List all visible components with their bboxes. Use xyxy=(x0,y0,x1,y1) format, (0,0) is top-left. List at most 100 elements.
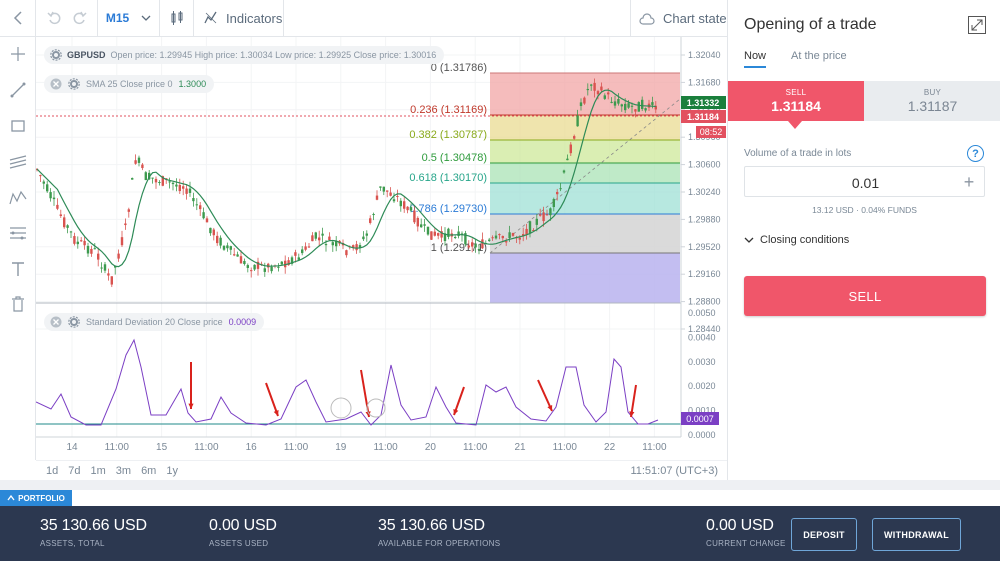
range-6m[interactable]: 6m xyxy=(141,464,157,477)
candle-body xyxy=(586,88,589,91)
available-funds: 35 130.66 USD AVAILABLE FOR OPERATIONS xyxy=(378,517,500,548)
withdrawal-button[interactable]: WITHDRAWAL xyxy=(872,518,961,551)
portfolio-tab[interactable]: PORTFOLIO xyxy=(0,490,72,506)
text-tool[interactable] xyxy=(7,258,29,280)
gear-icon[interactable] xyxy=(68,316,80,328)
candle-body xyxy=(528,221,532,233)
range-7d[interactable]: 7d xyxy=(68,464,81,477)
candle-body xyxy=(508,232,511,239)
tab-at-the-price[interactable]: At the price xyxy=(791,50,847,62)
candle-body xyxy=(270,266,273,272)
chevron-down-icon xyxy=(744,237,754,243)
buy-quote[interactable]: BUY 1.31187 xyxy=(864,81,1000,121)
price-legend: GBPUSD Open price: 1.29945 High price: 1… xyxy=(44,46,445,64)
candle-body xyxy=(100,267,103,269)
back-button[interactable] xyxy=(0,0,36,37)
chart-type-button[interactable] xyxy=(160,0,194,37)
price-tick-label: 1.30600 xyxy=(688,160,721,170)
time-tick-label: 22 xyxy=(604,442,616,453)
chart-toolbar: M15 Indicators Chart state xyxy=(0,0,727,37)
range-1y[interactable]: 1y xyxy=(166,464,178,477)
candle-body xyxy=(369,218,372,223)
range-1d[interactable]: 1d xyxy=(46,464,59,477)
crosshair-tool[interactable] xyxy=(7,43,29,65)
range-3m[interactable]: 3m xyxy=(115,464,132,477)
candle-body xyxy=(222,245,226,250)
candle-body xyxy=(420,224,423,228)
volume-input[interactable] xyxy=(745,167,986,198)
price-tick-label: 1.31320 xyxy=(688,105,721,115)
candle-body xyxy=(382,186,385,192)
candle-body xyxy=(467,245,470,248)
plus-icon[interactable]: + xyxy=(963,171,975,192)
fibonacci-retracement[interactable]: 0 (1.31786) 0.236 (1.31169) 0.382 (1.30787… xyxy=(409,62,681,303)
sd-label: Standard Deviation 20 Close price xyxy=(86,317,223,327)
redo-icon[interactable] xyxy=(73,11,87,25)
trendline-tool[interactable] xyxy=(7,79,29,101)
text-icon xyxy=(12,262,24,276)
current-change-label: CURRENT CHANGE xyxy=(706,539,786,548)
tab-now[interactable]: Now xyxy=(744,50,767,68)
candle-body xyxy=(110,276,113,285)
closing-conditions-toggle[interactable]: Closing conditions xyxy=(744,234,849,246)
price-chart[interactable]: 0 (1.31786) 0.236 (1.31169) 0.382 (1.30787… xyxy=(35,37,727,460)
candle-body xyxy=(42,181,45,184)
sell-quote[interactable]: SELL 1.31184 xyxy=(728,81,864,129)
pattern-tool[interactable] xyxy=(7,187,29,209)
candle-body xyxy=(161,176,164,186)
candle-body xyxy=(532,229,535,231)
close-icon[interactable] xyxy=(50,78,62,90)
candle-body xyxy=(168,181,171,183)
fibonacci-tool[interactable] xyxy=(7,222,29,244)
candle-body xyxy=(76,241,79,245)
price-tick-label: 1.29160 xyxy=(688,269,721,279)
candle-body xyxy=(52,197,56,200)
channel-tool[interactable] xyxy=(7,151,29,173)
timeframe-select[interactable]: M15 xyxy=(98,0,160,37)
red-arrow-head xyxy=(629,411,635,417)
candle-body xyxy=(457,231,460,237)
candle-body xyxy=(171,182,175,185)
cloud-icon xyxy=(639,12,655,25)
candle-body xyxy=(579,102,583,107)
gear-icon[interactable] xyxy=(50,49,62,61)
candle-body xyxy=(141,164,144,169)
indicators-button[interactable]: Indicators xyxy=(194,0,284,37)
candle-body xyxy=(253,264,256,270)
candle-body xyxy=(311,235,314,242)
help-icon[interactable]: ? xyxy=(967,145,984,162)
candle-body xyxy=(134,160,137,164)
candle-body xyxy=(192,198,195,202)
chart-state-button[interactable]: Chart state xyxy=(630,0,727,37)
buy-quote-price: 1.31187 xyxy=(907,98,958,114)
time-tick-label: 11:00 xyxy=(642,442,667,453)
chart-area[interactable]: 0 (1.31786) 0.236 (1.31169) 0.382 (1.30787… xyxy=(35,37,727,460)
red-arrow-shaft xyxy=(537,379,553,412)
candle-body xyxy=(416,217,419,227)
candle-body xyxy=(430,231,433,240)
candle-body xyxy=(195,204,198,206)
deposit-button[interactable]: DEPOSIT xyxy=(791,518,857,551)
undo-icon[interactable] xyxy=(46,11,61,25)
delete-tool[interactable] xyxy=(7,293,29,315)
close-icon[interactable] xyxy=(50,316,62,328)
time-axis: 14 11:00 15 11:00 16 11:00 19 11:00 20 11:00 21 11:… xyxy=(66,442,667,453)
candle-body xyxy=(617,98,620,104)
sell-button[interactable]: SELL xyxy=(744,276,986,316)
indicator-tick-label: 0.0000 xyxy=(688,430,716,440)
time-tick-label: 11:00 xyxy=(194,442,219,453)
candle-body xyxy=(294,252,297,256)
chevron-left-icon xyxy=(13,11,22,25)
range-1m[interactable]: 1m xyxy=(90,464,106,477)
expand-icon[interactable] xyxy=(968,16,986,34)
assets-total-value: 35 130.66 USD xyxy=(40,517,147,534)
rectangle-tool[interactable] xyxy=(7,115,29,137)
fib-labels: 0 (1.31786) 0.236 (1.31169) 0.382 (1.30787… xyxy=(409,62,487,254)
assets-total: 35 130.66 USD ASSETS, TOTAL xyxy=(40,517,147,548)
annotation-circle xyxy=(330,397,352,419)
gear-icon[interactable] xyxy=(68,78,80,90)
candle-body xyxy=(59,214,62,217)
volume-field[interactable]: + xyxy=(744,166,986,198)
candle-body xyxy=(199,205,202,210)
chevron-down-icon xyxy=(141,15,151,21)
